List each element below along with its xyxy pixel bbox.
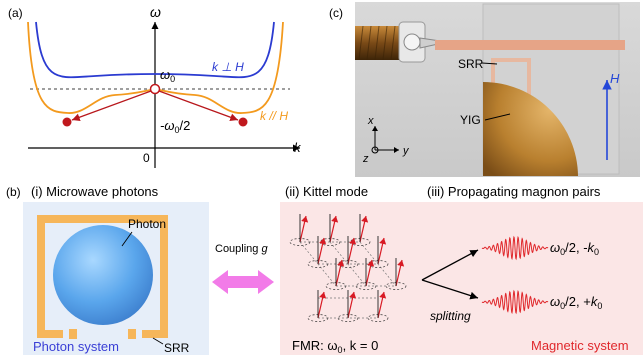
title-magnon-pairs: (iii) Propagating magnon pairs	[427, 184, 601, 199]
panel-c-label: (c)	[329, 6, 343, 20]
kittel-point	[149, 83, 161, 95]
magnon-dot-right	[238, 117, 248, 127]
origin-label: 0	[143, 151, 150, 165]
magnon-wavepacket-top	[481, 235, 549, 261]
magnon-bottom-label: ω0/2, +k0	[550, 294, 602, 311]
omega0-label: ω0	[160, 67, 175, 84]
z-coordinate-axis	[371, 146, 379, 154]
fmr-label: FMR: ω0, k = 0	[292, 338, 378, 355]
microstrip-line	[435, 40, 625, 50]
magnon-arrow-left	[71, 90, 152, 121]
svg-text:z: z	[362, 153, 369, 165]
split-arrow-up	[421, 249, 479, 281]
magnetic-system-label: Magnetic system	[531, 338, 629, 353]
device-photo: (c) SRR YIG H x y z	[329, 2, 640, 177]
field-label: H	[610, 71, 620, 86]
coupling-arrow	[212, 270, 274, 294]
half-omega0-label: -ω0/2	[160, 118, 190, 135]
photon-sphere	[53, 225, 153, 325]
yig-film	[483, 82, 578, 176]
split-arrow-down	[421, 279, 479, 300]
label-k-parallel-h: k // H	[260, 109, 288, 123]
probe-tip	[419, 37, 448, 49]
photon-label: Photon	[128, 217, 166, 231]
srr-diagram-label: SRR	[164, 341, 190, 355]
curve-k-perp-h	[35, 21, 275, 79]
srr-label: SRR	[458, 57, 484, 71]
title-kittel-mode: (ii) Kittel mode	[285, 184, 368, 199]
coupling-label: Coupling g	[215, 243, 268, 255]
photon-system-label: Photon system	[33, 339, 119, 354]
yig-label: YIG	[460, 113, 481, 127]
omega-axis-label: ω	[150, 4, 161, 20]
physical-system-panel: (b) (i) Microwave photons Photon SRR Pho…	[6, 184, 643, 355]
panel-b-label: (b)	[6, 185, 21, 199]
splitting-label: splitting	[430, 309, 471, 323]
magnetic-system-box	[280, 202, 643, 355]
magnon-arrow-right	[158, 90, 239, 121]
k-axis-label: k	[294, 140, 302, 155]
label-k-perp-h: k ⊥ H	[212, 60, 244, 74]
magnon-dot-left	[62, 117, 72, 127]
svg-text:y: y	[402, 145, 410, 157]
svg-text:x: x	[367, 115, 374, 127]
title-microwave-photons: (i) Microwave photons	[31, 184, 159, 199]
magnon-top-label: ω0/2, -k0	[550, 240, 599, 257]
kittel-spin-lattice	[289, 214, 407, 322]
dispersion-panel: (a) ω k 0 ω0 -ω0/2 k ⊥ H k // H	[8, 4, 302, 168]
magnon-wavepacket-bottom	[481, 289, 549, 315]
panel-a-label: (a)	[8, 6, 23, 20]
